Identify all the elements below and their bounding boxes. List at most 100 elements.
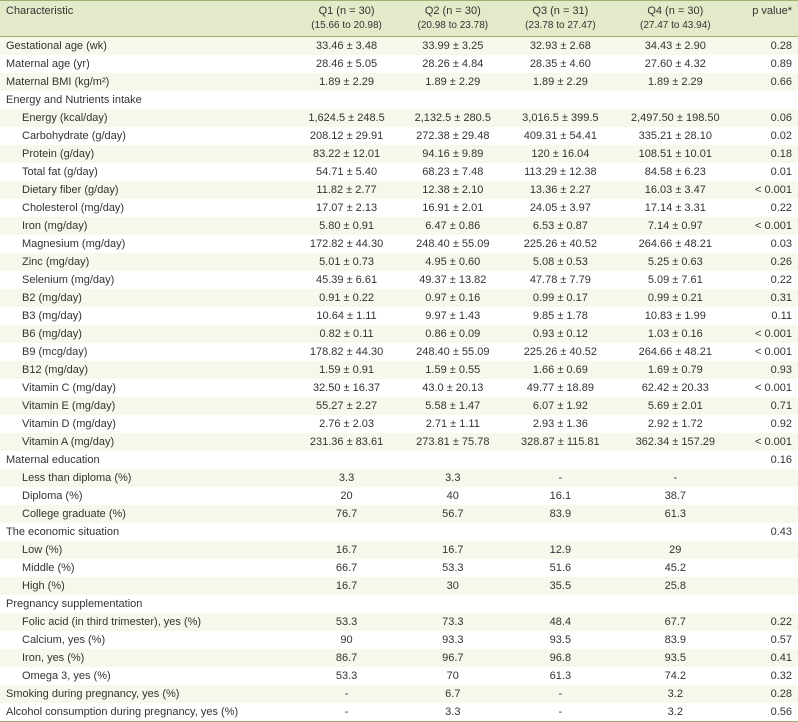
row-value: 84.58 ± 6.23 (615, 163, 736, 181)
table-row: Vitamin A (mg/day)231.36 ± 83.61273.81 ±… (0, 433, 798, 451)
row-label: Calcium, yes (%) (0, 631, 293, 649)
row-value: 5.25 ± 0.63 (615, 253, 736, 271)
row-value: 61.3 (506, 667, 615, 685)
row-value: 7.14 ± 0.97 (615, 217, 736, 235)
row-label: Less than diploma (%) (0, 469, 293, 487)
table-row: Maternal BMI (kg/m²)1.89 ± 2.291.89 ± 2.… (0, 73, 798, 91)
row-value: 20 (293, 487, 399, 505)
row-value: < 0.001 (736, 433, 798, 451)
row-value: 96.8 (506, 649, 615, 667)
table-row: Omega 3, yes (%)53.37061.374.20.32 (0, 667, 798, 685)
row-value: 83.9 (615, 631, 736, 649)
table-row: Dietary fiber (g/day)11.82 ± 2.7712.38 ±… (0, 181, 798, 199)
row-value: 66.7 (293, 559, 399, 577)
row-value (293, 451, 399, 469)
row-value: 0.99 ± 0.21 (615, 289, 736, 307)
row-label: B2 (mg/day) (0, 289, 293, 307)
table-row: The economic situation0.43 (0, 523, 798, 541)
row-value: 74.2 (615, 667, 736, 685)
table-row: B6 (mg/day)0.82 ± 0.110.86 ± 0.090.93 ± … (0, 325, 798, 343)
row-value: 40 (400, 487, 506, 505)
row-value: 34.43 ± 2.90 (615, 36, 736, 55)
table-row: Folic acid (in third trimester), yes (%)… (0, 613, 798, 631)
row-value: 76.7 (293, 505, 399, 523)
row-value: 178.82 ± 44.30 (293, 343, 399, 361)
table-row: Low (%)16.716.712.929 (0, 541, 798, 559)
row-value: 1.59 ± 0.91 (293, 361, 399, 379)
row-value: 9.85 ± 1.78 (506, 307, 615, 325)
row-value: 5.58 ± 1.47 (400, 397, 506, 415)
row-value: 16.7 (400, 541, 506, 559)
row-value: 0.28 (736, 36, 798, 55)
row-value (400, 91, 506, 109)
table-row: Maternal age (yr)28.46 ± 5.0528.26 ± 4.8… (0, 55, 798, 73)
row-value (736, 469, 798, 487)
row-value: 328.87 ± 115.81 (506, 433, 615, 451)
row-value: 83.22 ± 12.01 (293, 145, 399, 163)
table-row: Maternal education0.16 (0, 451, 798, 469)
row-label: Iron (mg/day) (0, 217, 293, 235)
row-value: 1.89 ± 2.29 (615, 73, 736, 91)
row-value: 362.34 ± 157.29 (615, 433, 736, 451)
row-label: Dietary fiber (g/day) (0, 181, 293, 199)
row-value: 43.0 ± 20.13 (400, 379, 506, 397)
row-value: 2.76 ± 2.03 (293, 415, 399, 433)
row-value: < 0.001 (736, 379, 798, 397)
row-value: 225.26 ± 40.52 (506, 235, 615, 253)
row-label: Maternal education (0, 451, 293, 469)
row-value: 120 ± 16.04 (506, 145, 615, 163)
row-value: 264.66 ± 48.21 (615, 343, 736, 361)
row-value: 4.95 ± 0.60 (400, 253, 506, 271)
row-value: 248.40 ± 55.09 (400, 235, 506, 253)
row-value (736, 559, 798, 577)
row-value: 25.8 (615, 577, 736, 595)
row-value: 33.99 ± 3.25 (400, 36, 506, 55)
row-value: - (615, 469, 736, 487)
table-row: Diploma (%)204016.138.7 (0, 487, 798, 505)
row-value: 70 (400, 667, 506, 685)
row-label: College graduate (%) (0, 505, 293, 523)
table-row: Energy (kcal/day)1,624.5 ± 248.52,132.5 … (0, 109, 798, 127)
row-label: Energy (kcal/day) (0, 109, 293, 127)
row-value: 35.5 (506, 577, 615, 595)
row-label: Iron, yes (%) (0, 649, 293, 667)
col-characteristic: Characteristic (0, 1, 293, 37)
row-value: 16.7 (293, 577, 399, 595)
table-row: Vitamin E (mg/day)55.27 ± 2.275.58 ± 1.4… (0, 397, 798, 415)
row-label: Cholesterol (mg/day) (0, 199, 293, 217)
row-value: 33.46 ± 3.48 (293, 36, 399, 55)
row-value: 10.64 ± 1.11 (293, 307, 399, 325)
table-row: Less than diploma (%)3.33.3-- (0, 469, 798, 487)
row-value: 225.26 ± 40.52 (506, 343, 615, 361)
row-value: 0.93 ± 0.12 (506, 325, 615, 343)
row-value: 32.93 ± 2.68 (506, 36, 615, 55)
row-value: 38.7 (615, 487, 736, 505)
row-value: 53.3 (400, 559, 506, 577)
row-label: Maternal age (yr) (0, 55, 293, 73)
row-value: 0.06 (736, 109, 798, 127)
row-value (736, 595, 798, 613)
row-value: 3.2 (615, 703, 736, 722)
row-value: 47.78 ± 7.79 (506, 271, 615, 289)
row-value: 3.2 (615, 685, 736, 703)
table-row: College graduate (%)76.756.783.961.3 (0, 505, 798, 523)
row-value: 96.7 (400, 649, 506, 667)
row-value: 53.3 (293, 667, 399, 685)
row-value: 56.7 (400, 505, 506, 523)
row-value: 73.3 (400, 613, 506, 631)
row-value: 28.26 ± 4.84 (400, 55, 506, 73)
row-value: 28.35 ± 4.60 (506, 55, 615, 73)
row-value: 2,497.50 ± 198.50 (615, 109, 736, 127)
row-value: 0.32 (736, 667, 798, 685)
table-row: Vitamin C (mg/day)32.50 ± 16.3743.0 ± 20… (0, 379, 798, 397)
row-value (736, 487, 798, 505)
row-value: 0.99 ± 0.17 (506, 289, 615, 307)
row-value: 1.03 ± 0.16 (615, 325, 736, 343)
row-label: Gestational age (wk) (0, 36, 293, 55)
row-value: 0.22 (736, 199, 798, 217)
row-value: 1.89 ± 2.29 (506, 73, 615, 91)
row-value: - (506, 703, 615, 722)
row-label: Total fat (g/day) (0, 163, 293, 181)
row-value (293, 523, 399, 541)
row-value (736, 91, 798, 109)
